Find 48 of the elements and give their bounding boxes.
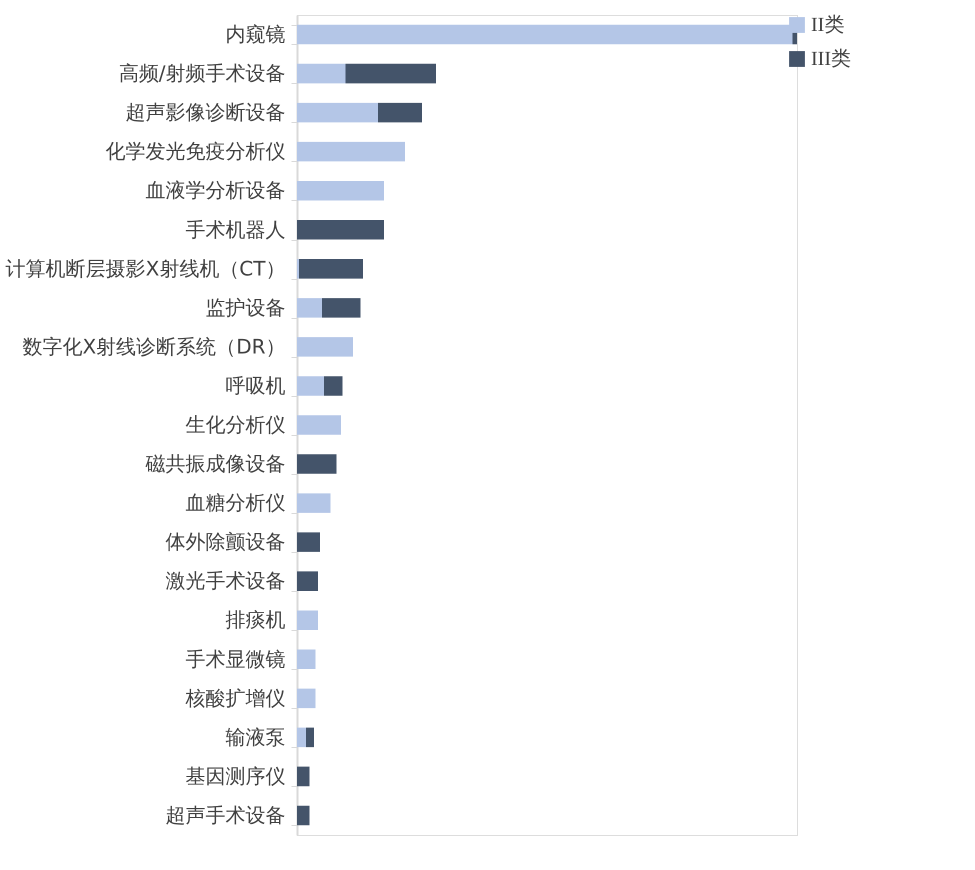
- y-tick-label: 核酸扩增仪: [184, 686, 286, 710]
- y-tick-label: 高频/射频手术设备: [118, 61, 286, 86]
- bar: [306, 728, 314, 748]
- y-tick-label: 磁共振成像设备: [144, 452, 286, 476]
- bar: [346, 64, 436, 84]
- bar: [297, 766, 310, 786]
- y-tick-label: 排痰机: [226, 608, 286, 632]
- y-tick-label: 超声影像诊断设备: [126, 100, 286, 124]
- bar: [297, 142, 405, 162]
- y-tick-label: 化学发光免疫分析仪: [106, 139, 286, 164]
- y-tick-label: 体外除颤设备: [166, 530, 286, 554]
- bar: [297, 337, 353, 357]
- y-tick-label: 基因测序仪: [186, 764, 286, 788]
- bar: [297, 454, 336, 474]
- bar: [297, 688, 316, 708]
- bar: [297, 180, 384, 200]
- bar: [297, 102, 378, 122]
- bar: [297, 571, 318, 591]
- bar: [297, 298, 322, 318]
- y-tick-label: 输液泵: [226, 724, 286, 749]
- y-tick-label: 超声手术设备: [166, 802, 286, 827]
- bar: [297, 220, 384, 240]
- bar: [297, 64, 346, 84]
- bar: [297, 610, 318, 630]
- y-tick-label: 监护设备: [206, 295, 286, 320]
- bar: [297, 532, 320, 552]
- legend-label: III类: [811, 48, 851, 70]
- legend-label: II类: [811, 14, 844, 36]
- bar: [297, 728, 306, 748]
- bar: [297, 493, 330, 513]
- y-tick-label: 手术显微镜: [186, 646, 286, 671]
- y-tick-label: 手术机器人: [186, 217, 286, 242]
- bar: [297, 806, 310, 826]
- y-tick-label: 内窥镜: [226, 22, 286, 46]
- bar: [299, 259, 363, 279]
- y-tick-label: 呼吸机: [226, 373, 286, 398]
- bar: [322, 298, 360, 318]
- bar: [378, 102, 422, 122]
- y-tick-label: 计算机断层摄影X射线机（CT）: [6, 256, 286, 280]
- y-tick-label: 血液学分析设备: [146, 178, 286, 202]
- bar: [324, 376, 342, 396]
- y-tick-label: 数字化X射线诊断系统（DR）: [22, 334, 286, 358]
- bar: [297, 415, 341, 435]
- y-tick-label: 生化分析仪: [186, 412, 286, 436]
- bar: [297, 376, 324, 396]
- y-tick-label: 激光手术设备: [166, 568, 286, 593]
- bar: [297, 650, 316, 670]
- y-tick-label: 血糖分析仪: [186, 490, 286, 515]
